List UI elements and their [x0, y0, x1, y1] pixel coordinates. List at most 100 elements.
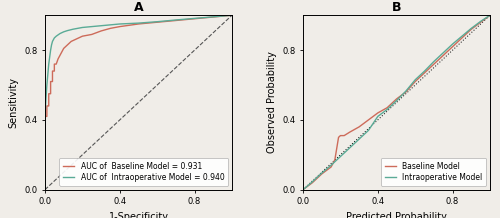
Legend: AUC of  Baseline Model = 0.931, AUC of  Intraoperative Model = 0.940: AUC of Baseline Model = 0.931, AUC of In…	[59, 158, 228, 186]
AUC of  Baseline Model = 0.931	[46, 92, 52, 95]
Baseline Model	[300, 188, 306, 191]
Intraoperative Model	[384, 108, 390, 111]
Baseline Model	[318, 173, 324, 175]
AUC of  Baseline Model = 0.931	[50, 70, 56, 72]
AUC of  Intraoperative Model = 0.940	[154, 20, 160, 23]
Intraoperative Model	[366, 129, 372, 132]
Intraoperative Model	[431, 60, 437, 63]
Baseline Model	[440, 54, 446, 57]
AUC of  Intraoperative Model = 0.940	[57, 32, 63, 35]
Baseline Model	[375, 112, 381, 114]
AUC of  Intraoperative Model = 0.940	[43, 98, 49, 100]
Y-axis label: Sensitivity: Sensitivity	[8, 77, 18, 128]
AUC of  Intraoperative Model = 0.940	[70, 28, 76, 31]
AUC of  Baseline Model = 0.931	[53, 63, 59, 65]
Baseline Model	[487, 14, 493, 17]
Baseline Model	[338, 134, 344, 137]
AUC of  Intraoperative Model = 0.940	[229, 14, 235, 17]
Baseline Model	[478, 21, 484, 24]
AUC of  Baseline Model = 0.931	[44, 105, 50, 107]
AUC of  Baseline Model = 0.931	[57, 54, 63, 57]
Intraoperative Model	[394, 99, 400, 102]
Baseline Model	[332, 159, 338, 161]
AUC of  Baseline Model = 0.931	[64, 44, 70, 46]
Intraoperative Model	[338, 155, 344, 158]
Line: AUC of  Intraoperative Model = 0.940: AUC of Intraoperative Model = 0.940	[45, 15, 232, 190]
Baseline Model	[328, 166, 334, 168]
AUC of  Baseline Model = 0.931	[80, 35, 86, 37]
Intraoperative Model	[328, 164, 334, 167]
Intraoperative Model	[412, 78, 418, 81]
AUC of  Baseline Model = 0.931	[76, 37, 82, 39]
AUC of  Intraoperative Model = 0.940	[42, 115, 48, 118]
AUC of  Baseline Model = 0.931	[68, 40, 74, 43]
AUC of  Intraoperative Model = 0.940	[88, 25, 94, 28]
AUC of  Baseline Model = 0.931	[72, 38, 78, 41]
Intraoperative Model	[300, 188, 306, 191]
Baseline Model	[394, 98, 400, 100]
AUC of  Intraoperative Model = 0.940	[50, 40, 56, 43]
Baseline Model	[468, 28, 474, 31]
AUC of  Baseline Model = 0.931	[60, 47, 66, 50]
Baseline Model	[336, 136, 342, 139]
AUC of  Intraoperative Model = 0.940	[64, 29, 70, 32]
AUC of  Baseline Model = 0.931	[210, 16, 216, 18]
AUC of  Intraoperative Model = 0.940	[45, 73, 51, 76]
AUC of  Baseline Model = 0.931	[52, 70, 58, 72]
AUC of  Baseline Model = 0.931	[108, 27, 114, 30]
Intraoperative Model	[450, 43, 456, 45]
Intraoperative Model	[375, 115, 381, 118]
Baseline Model	[310, 181, 316, 184]
AUC of  Baseline Model = 0.931	[192, 17, 198, 20]
X-axis label: Predicted Probability: Predicted Probability	[346, 212, 447, 218]
Baseline Model	[384, 106, 390, 109]
Intraoperative Model	[440, 51, 446, 54]
Intraoperative Model	[310, 181, 316, 183]
AUC of  Baseline Model = 0.931	[46, 105, 52, 107]
AUC of  Baseline Model = 0.931	[48, 92, 54, 95]
Intraoperative Model	[459, 35, 465, 37]
Baseline Model	[403, 91, 409, 93]
AUC of  Baseline Model = 0.931	[98, 30, 104, 32]
Intraoperative Model	[356, 138, 362, 140]
Y-axis label: Observed Probability: Observed Probability	[266, 51, 276, 153]
Intraoperative Model	[478, 20, 484, 23]
AUC of  Intraoperative Model = 0.940	[53, 35, 59, 37]
Baseline Model	[431, 63, 437, 65]
Intraoperative Model	[318, 172, 324, 174]
AUC of  Intraoperative Model = 0.940	[98, 24, 104, 27]
AUC of  Intraoperative Model = 0.940	[210, 15, 216, 18]
AUC of  Baseline Model = 0.931	[154, 21, 160, 24]
AUC of  Intraoperative Model = 0.940	[173, 19, 179, 21]
AUC of  Intraoperative Model = 0.940	[44, 84, 50, 86]
Line: Intraoperative Model: Intraoperative Model	[303, 15, 490, 190]
AUC of  Intraoperative Model = 0.940	[192, 17, 198, 20]
Baseline Model	[459, 37, 465, 39]
Baseline Model	[450, 45, 456, 48]
AUC of  Intraoperative Model = 0.940	[52, 37, 58, 39]
AUC of  Intraoperative Model = 0.940	[108, 24, 114, 26]
AUC of  Baseline Model = 0.931	[59, 51, 65, 53]
Intraoperative Model	[422, 70, 428, 72]
AUC of  Intraoperative Model = 0.940	[48, 49, 54, 51]
AUC of  Intraoperative Model = 0.940	[46, 63, 52, 65]
AUC of  Baseline Model = 0.931	[44, 115, 50, 118]
AUC of  Baseline Model = 0.931	[117, 25, 123, 28]
AUC of  Intraoperative Model = 0.940	[48, 44, 54, 46]
Line: AUC of  Baseline Model = 0.931: AUC of Baseline Model = 0.931	[45, 15, 232, 190]
AUC of  Baseline Model = 0.931	[42, 188, 48, 191]
Baseline Model	[347, 131, 353, 133]
AUC of  Baseline Model = 0.931	[50, 80, 56, 83]
AUC of  Baseline Model = 0.931	[48, 80, 54, 83]
Baseline Model	[412, 80, 418, 83]
AUC of  Intraoperative Model = 0.940	[80, 26, 86, 29]
Baseline Model	[341, 134, 347, 137]
AUC of  Intraoperative Model = 0.940	[46, 56, 52, 58]
Intraoperative Model	[347, 146, 353, 149]
Title: A: A	[134, 1, 143, 14]
Baseline Model	[356, 126, 362, 128]
AUC of  Baseline Model = 0.931	[42, 115, 48, 118]
AUC of  Baseline Model = 0.931	[229, 14, 235, 17]
Intraoperative Model	[468, 27, 474, 30]
Intraoperative Model	[403, 90, 409, 92]
